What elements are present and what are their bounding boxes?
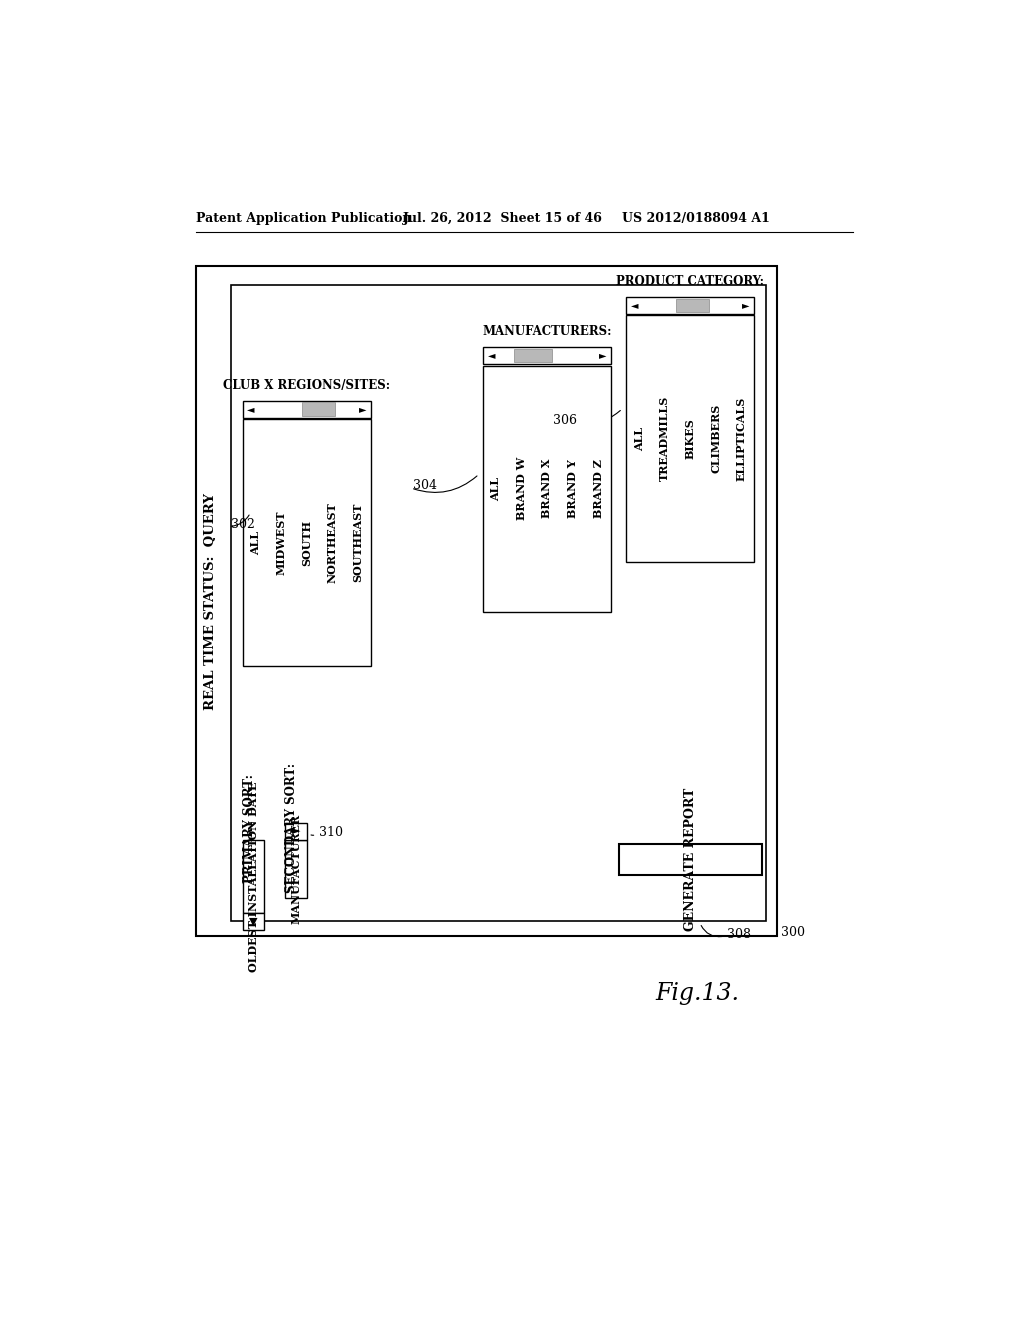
Bar bbox=[231, 285, 766, 921]
FancyArrowPatch shape bbox=[553, 411, 621, 428]
Text: ELLIPTICALS: ELLIPTICALS bbox=[736, 396, 746, 480]
Text: ALL: ALL bbox=[490, 477, 501, 500]
Bar bbox=[483, 347, 611, 364]
FancyArrowPatch shape bbox=[701, 925, 722, 937]
Text: Fig.13.: Fig.13. bbox=[655, 982, 739, 1006]
Bar bbox=[286, 822, 307, 840]
Text: ►: ► bbox=[358, 404, 366, 414]
Text: BRAND W: BRAND W bbox=[516, 457, 526, 520]
Bar bbox=[618, 843, 762, 875]
Text: GENERATE REPORT: GENERATE REPORT bbox=[684, 788, 696, 931]
Bar bbox=[243, 420, 371, 665]
Text: MANUFACTURER: MANUFACTURER bbox=[291, 813, 302, 924]
Text: BIKES: BIKES bbox=[685, 418, 695, 459]
Bar bbox=[302, 403, 335, 416]
Text: 300: 300 bbox=[781, 925, 805, 939]
Bar bbox=[676, 298, 710, 313]
Bar bbox=[243, 840, 264, 913]
Text: CLUB X REGIONS/SITES:: CLUB X REGIONS/SITES: bbox=[223, 379, 390, 392]
Text: 310: 310 bbox=[318, 825, 343, 838]
Bar bbox=[286, 840, 307, 898]
Bar bbox=[243, 401, 371, 418]
Text: 308: 308 bbox=[727, 928, 751, 941]
Text: SOUTH: SOUTH bbox=[301, 520, 312, 566]
Text: BRAND Y: BRAND Y bbox=[567, 459, 578, 519]
Text: Patent Application Publication: Patent Application Publication bbox=[197, 213, 412, 224]
Text: BRAND X: BRAND X bbox=[542, 459, 552, 519]
Text: MIDWEST: MIDWEST bbox=[275, 511, 287, 576]
Text: SOUTHEAST: SOUTHEAST bbox=[352, 503, 364, 582]
Text: CLIMBERS: CLIMBERS bbox=[711, 404, 721, 474]
Text: ALL: ALL bbox=[634, 426, 645, 450]
Text: PRIMARY SORT:: PRIMARY SORT: bbox=[243, 774, 256, 883]
Bar bbox=[243, 913, 264, 929]
Text: ◄: ◄ bbox=[487, 351, 495, 360]
Text: MANUFACTURERS:: MANUFACTURERS: bbox=[482, 325, 611, 338]
Text: NORTHEAST: NORTHEAST bbox=[327, 502, 338, 583]
Text: ►: ► bbox=[292, 826, 300, 837]
Text: BRAND Z: BRAND Z bbox=[593, 459, 603, 519]
Text: 302: 302 bbox=[231, 517, 255, 531]
Text: 306: 306 bbox=[553, 413, 577, 426]
Bar bbox=[627, 315, 755, 562]
Text: ►: ► bbox=[742, 301, 750, 310]
Text: OLDEST INSTALLATION DATE: OLDEST INSTALLATION DATE bbox=[248, 781, 259, 972]
Text: TREADMILLS: TREADMILLS bbox=[659, 396, 670, 482]
Bar bbox=[514, 348, 552, 363]
Text: REAL TIME STATUS:  QUERY: REAL TIME STATUS: QUERY bbox=[204, 492, 217, 710]
FancyArrowPatch shape bbox=[414, 477, 477, 492]
Text: 304: 304 bbox=[414, 479, 437, 492]
Text: ALL: ALL bbox=[250, 531, 261, 554]
Bar bbox=[483, 366, 611, 612]
Bar bbox=[627, 297, 755, 314]
Text: ►: ► bbox=[599, 351, 606, 360]
Text: ▼: ▼ bbox=[249, 916, 258, 927]
Text: PRODUCT CATEGORY:: PRODUCT CATEGORY: bbox=[616, 275, 764, 288]
Text: SECONDARY SORT:: SECONDARY SORT: bbox=[286, 763, 298, 894]
Text: ◄: ◄ bbox=[631, 301, 638, 310]
Text: ◄: ◄ bbox=[247, 404, 255, 414]
Text: Jul. 26, 2012  Sheet 15 of 46: Jul. 26, 2012 Sheet 15 of 46 bbox=[403, 213, 603, 224]
Text: US 2012/0188094 A1: US 2012/0188094 A1 bbox=[623, 213, 770, 224]
FancyArrowPatch shape bbox=[231, 515, 249, 527]
Bar bbox=[197, 267, 777, 936]
